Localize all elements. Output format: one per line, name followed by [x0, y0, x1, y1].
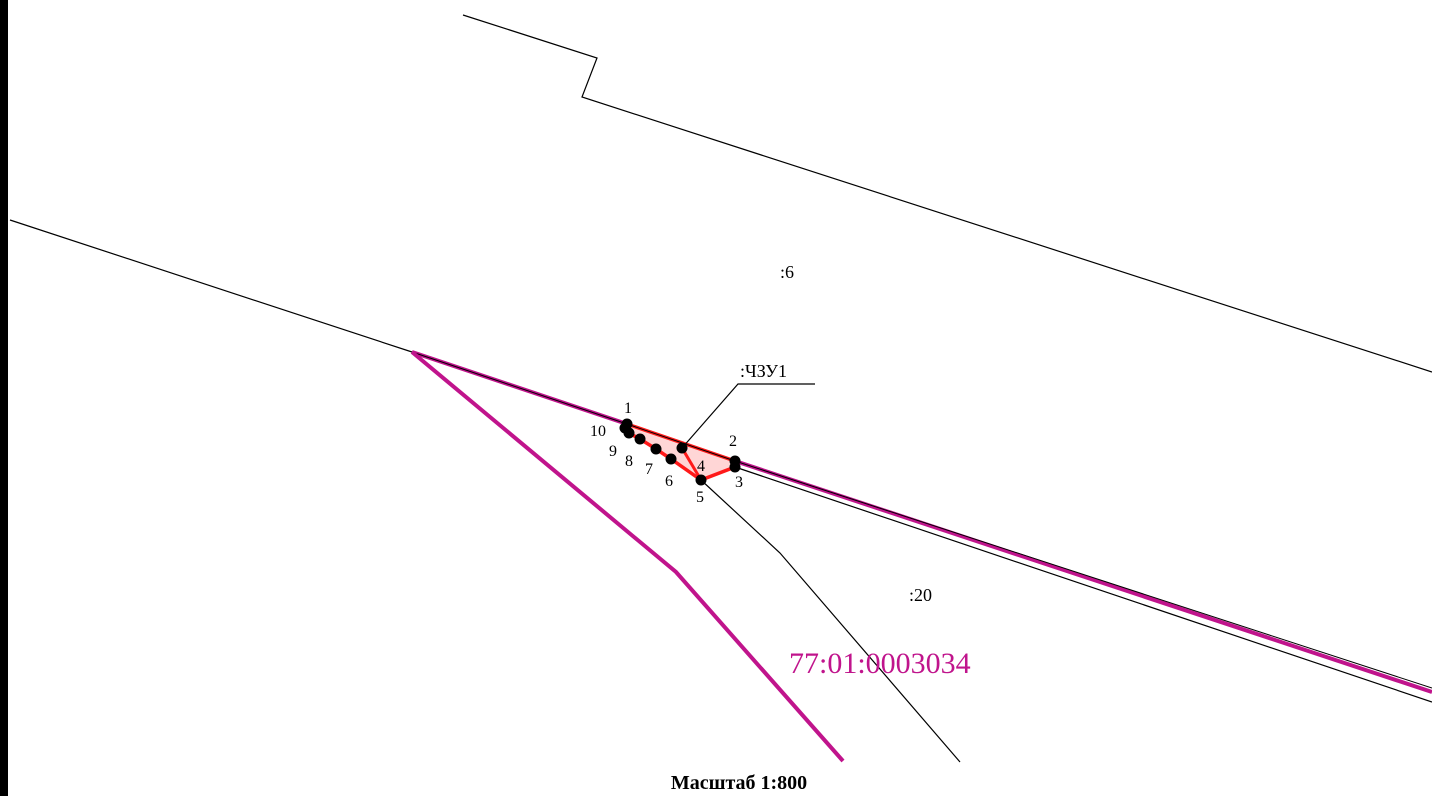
parcel-label-6: :6	[780, 262, 794, 282]
point-label-8: 8	[625, 453, 633, 470]
new-part-leader-line	[681, 383, 815, 449]
point-3-marker[interactable]	[729, 461, 741, 473]
new-part-inner-edge	[680, 447, 703, 481]
quarter-boundary-south	[410, 350, 845, 763]
point-label-1: 1	[624, 400, 632, 417]
point-label-4: 4	[697, 458, 705, 475]
parcel-20-west-boundary	[700, 479, 961, 763]
parcel-label-20: :20	[909, 585, 932, 605]
parcel-6-lower-boundary	[9, 219, 413, 353]
quarter-boundary-east	[734, 459, 1432, 694]
new-part-label: :ЧЗУ1	[740, 361, 787, 381]
point-7-marker[interactable]	[650, 443, 662, 455]
point-label-3: 3	[735, 474, 743, 491]
point-6-marker[interactable]	[665, 453, 677, 465]
parcel-6-upper-boundary	[462, 14, 1432, 373]
point-5-marker[interactable]	[695, 474, 707, 486]
cadastral-quarter-label: 77:01:0003034	[789, 647, 971, 680]
point-4-marker[interactable]	[676, 442, 688, 454]
boundary-east-overlay	[734, 460, 1432, 689]
point-label-5: 5	[696, 489, 704, 506]
point-8-marker[interactable]	[634, 433, 646, 445]
point-label-6: 6	[665, 473, 673, 490]
point-label-9: 9	[609, 443, 617, 460]
boundary-overlay	[411, 351, 628, 425]
frame-left-border	[0, 0, 8, 796]
boundary-points	[619, 418, 741, 486]
parcel-20-upper-boundary	[734, 466, 1432, 703]
new-part-north-edge	[626, 423, 736, 462]
point-label-10: 10	[590, 423, 606, 440]
point-10-marker[interactable]	[619, 422, 631, 434]
point-label-7: 7	[645, 461, 653, 478]
scale-label: Масштаб 1:800	[671, 772, 807, 794]
point-label-2: 2	[729, 433, 737, 450]
